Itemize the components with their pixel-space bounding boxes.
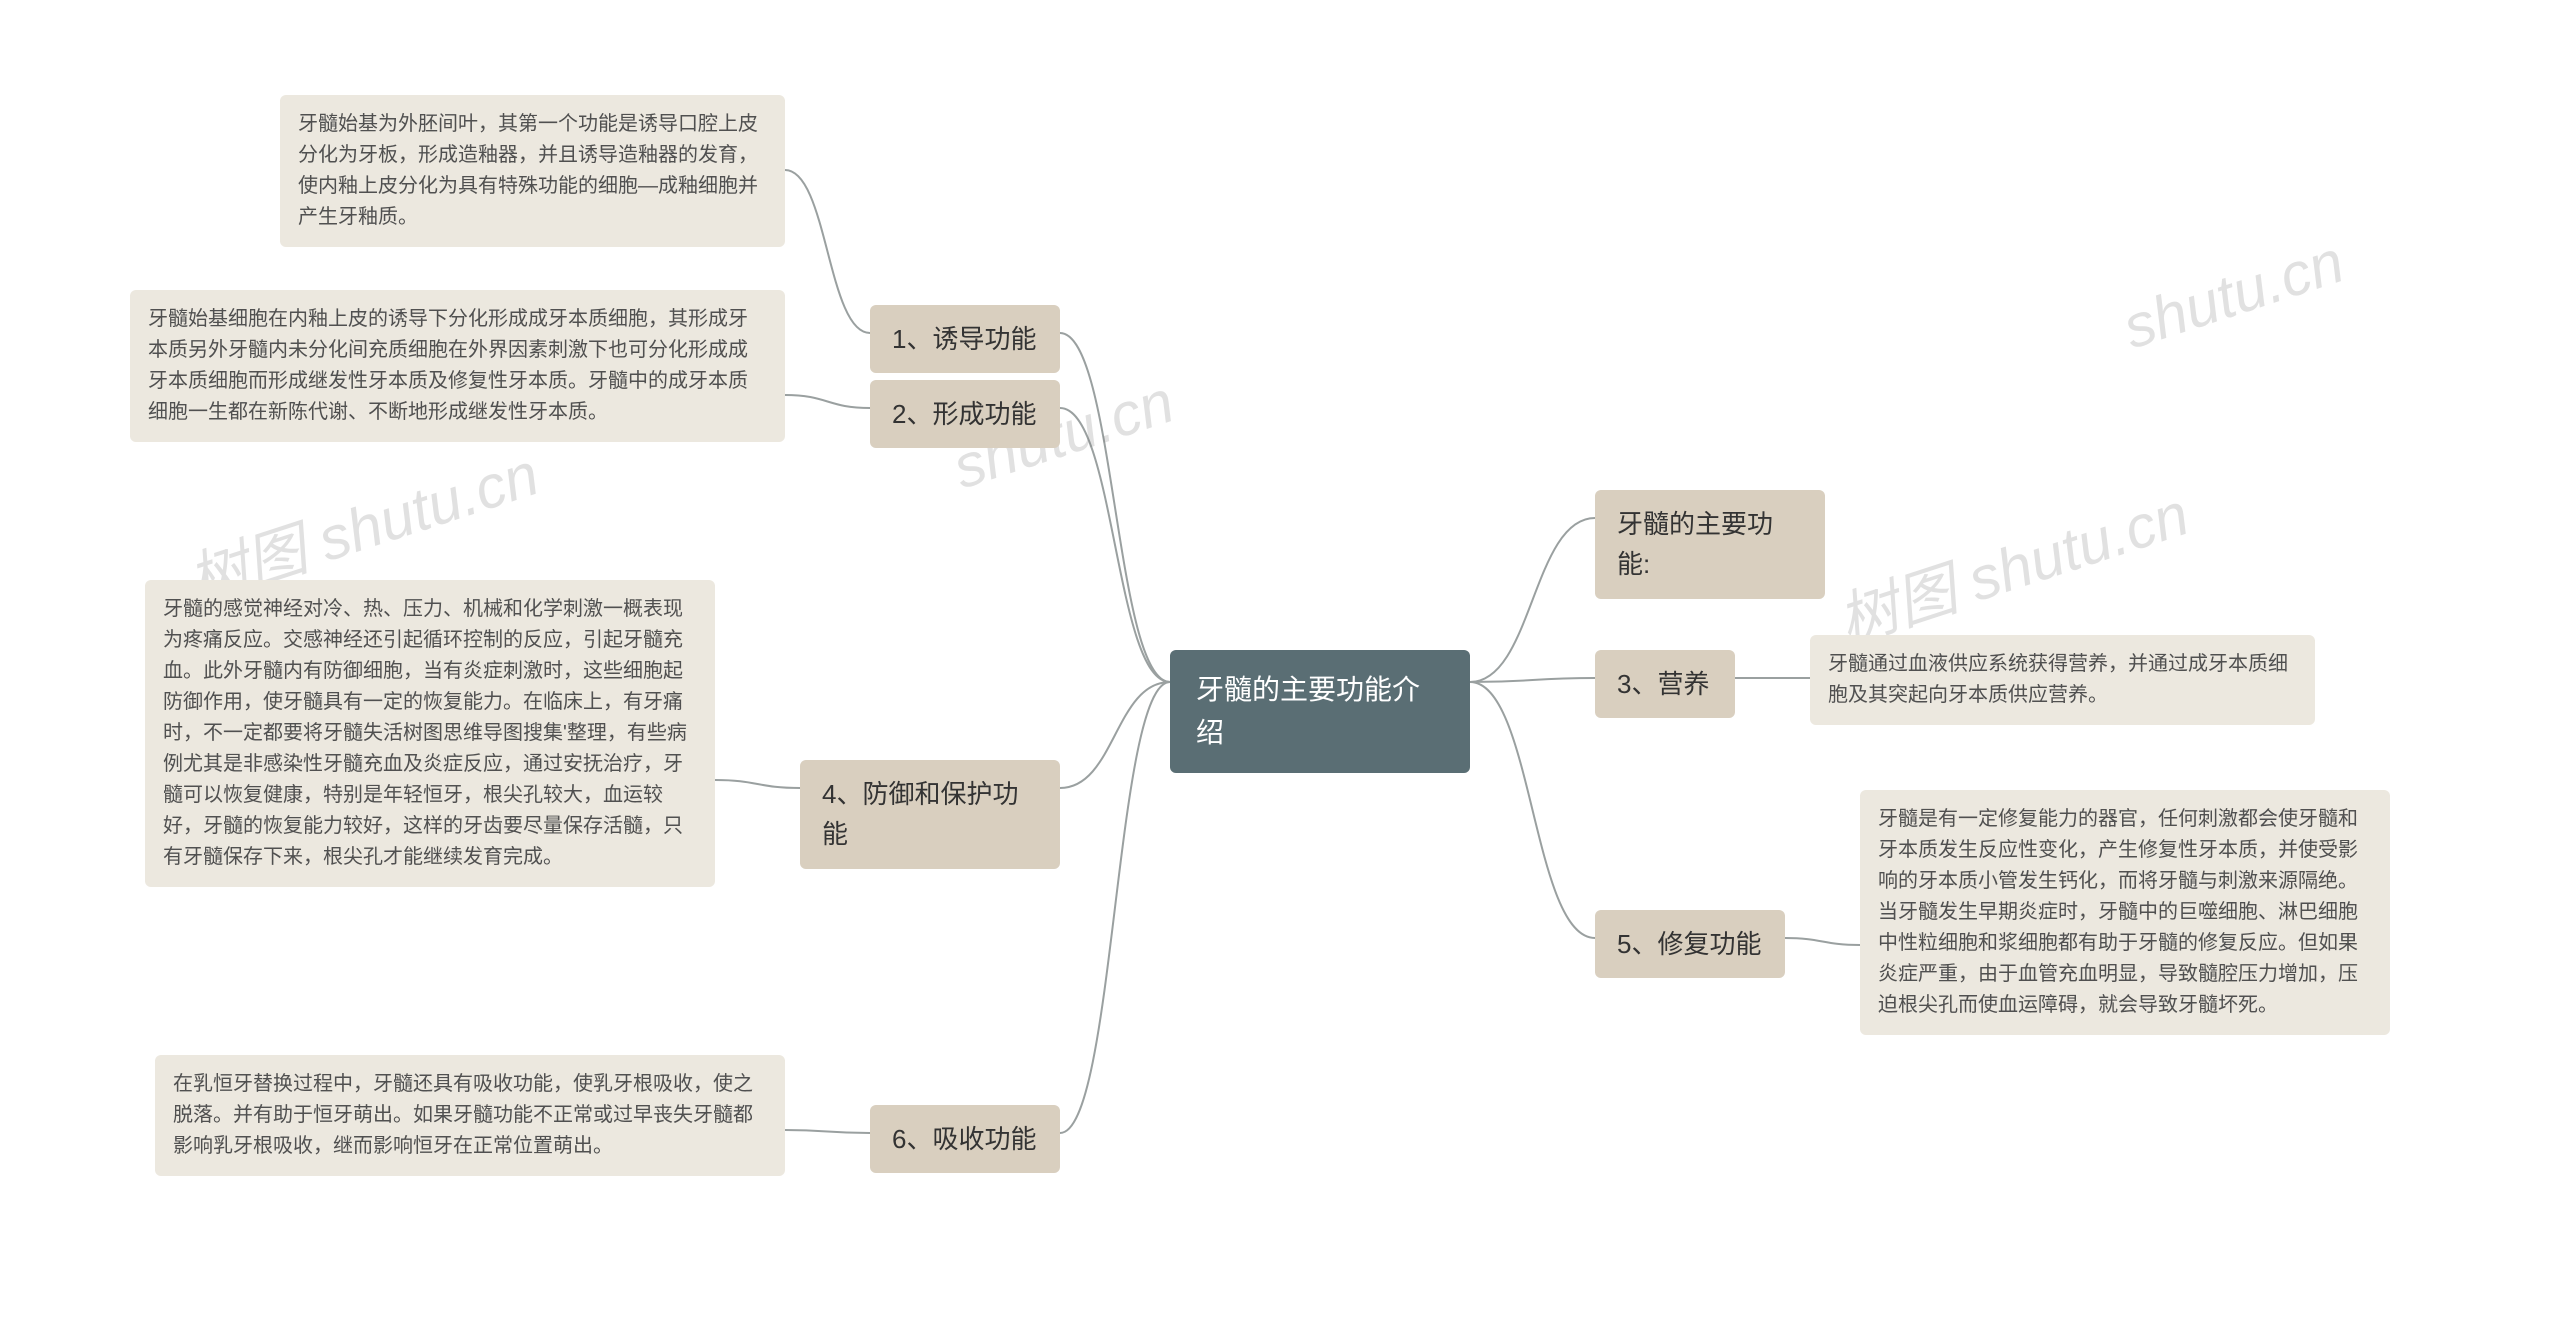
right-branch-1: 3、营养 xyxy=(1595,650,1735,718)
left-branch-1-leaf-0: 牙髓始基细胞在内釉上皮的诱导下分化形成成牙本质细胞，其形成牙本质另外牙髓内未分化… xyxy=(130,290,785,442)
left-branch-3: 6、吸收功能 xyxy=(870,1105,1060,1173)
left-branch-1-label: 2、形成功能 xyxy=(892,399,1036,429)
left-branch-0-label: 1、诱导功能 xyxy=(892,324,1036,354)
right-branch-2-leaf-0: 牙髓是有一定修复能力的器官，任何刺激都会使牙髓和牙本质发生反应性变化，产生修复性… xyxy=(1860,790,2390,1035)
watermark-2: 树图 shutu.cn xyxy=(1825,466,2198,661)
right-branch-1-leaf-0: 牙髓通过血液供应系统获得营养，并通过成牙本质细胞及其突起向牙本质供应营养。 xyxy=(1810,635,2315,725)
left-branch-2-leaf-0: 牙髓的感觉神经对冷、热、压力、机械和化学刺激一概表现为疼痛反应。交感神经还引起循… xyxy=(145,580,715,887)
left-branch-1: 2、形成功能 xyxy=(870,380,1060,448)
right-branch-0-label: 牙髓的主要功能: xyxy=(1617,509,1773,579)
right-branch-1-leaf-0-label: 牙髓通过血液供应系统获得营养，并通过成牙本质细胞及其突起向牙本质供应营养。 xyxy=(1828,653,2288,706)
left-branch-2-label: 4、防御和保护功能 xyxy=(822,779,1018,849)
right-branch-2-leaf-0-label: 牙髓是有一定修复能力的器官，任何刺激都会使牙髓和牙本质发生反应性变化，产生修复性… xyxy=(1878,808,2358,1016)
left-branch-3-leaf-0-label: 在乳恒牙替换过程中，牙髓还具有吸收功能，使乳牙根吸收，使之脱落。并有助于恒牙萌出… xyxy=(173,1073,753,1157)
right-branch-0: 牙髓的主要功能: xyxy=(1595,490,1825,599)
left-branch-0: 1、诱导功能 xyxy=(870,305,1060,373)
left-branch-0-leaf-0: 牙髓始基为外胚间叶，其第一个功能是诱导口腔上皮分化为牙板，形成造釉器，并且诱导造… xyxy=(280,95,785,247)
left-branch-1-leaf-0-label: 牙髓始基细胞在内釉上皮的诱导下分化形成成牙本质细胞，其形成牙本质另外牙髓内未分化… xyxy=(148,308,748,423)
right-branch-2-label: 5、修复功能 xyxy=(1617,929,1761,959)
center-node: 牙髓的主要功能介绍 xyxy=(1170,650,1470,773)
left-branch-2: 4、防御和保护功能 xyxy=(800,760,1060,869)
right-branch-2: 5、修复功能 xyxy=(1595,910,1785,978)
center-label: 牙髓的主要功能介绍 xyxy=(1196,674,1420,748)
left-branch-3-leaf-0: 在乳恒牙替换过程中，牙髓还具有吸收功能，使乳牙根吸收，使之脱落。并有助于恒牙萌出… xyxy=(155,1055,785,1176)
left-branch-3-label: 6、吸收功能 xyxy=(892,1124,1036,1154)
left-branch-0-leaf-0-label: 牙髓始基为外胚间叶，其第一个功能是诱导口腔上皮分化为牙板，形成造釉器，并且诱导造… xyxy=(298,113,758,228)
watermark-3: shutu.cn xyxy=(2115,227,2352,363)
right-branch-1-label: 3、营养 xyxy=(1617,669,1709,699)
left-branch-2-leaf-0-label: 牙髓的感觉神经对冷、热、压力、机械和化学刺激一概表现为疼痛反应。交感神经还引起循… xyxy=(163,598,687,868)
